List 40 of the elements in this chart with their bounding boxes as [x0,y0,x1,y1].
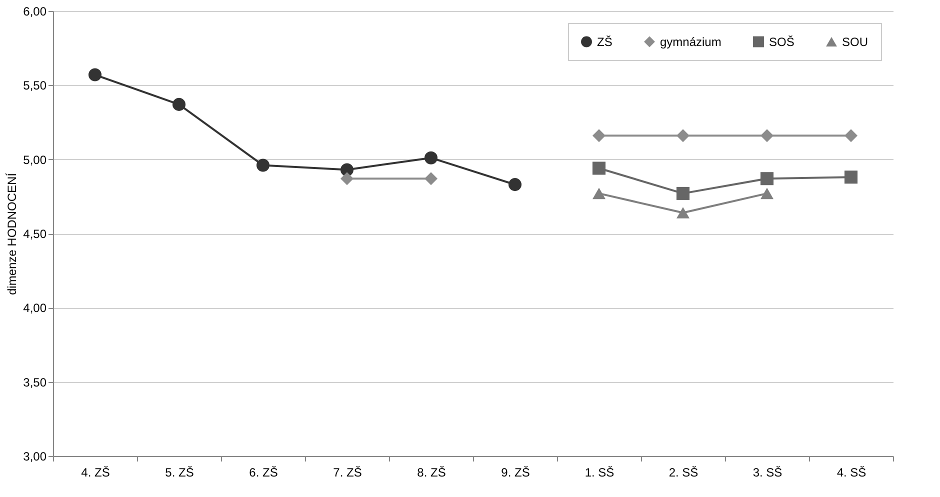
point [676,186,690,200]
y-tick-label: 4,50 [23,227,47,241]
point [340,172,354,186]
y-tick-label: 6,00 [23,4,47,18]
point [760,172,774,186]
point [88,68,102,82]
y-tick-label: 3,00 [23,450,47,464]
point [844,129,858,142]
point [508,178,522,192]
point [760,129,774,142]
y-tick-label: 5,00 [23,152,47,167]
x-tick-label: 3. SŠ [752,466,782,480]
x-tick-label: 2. SŠ [668,466,698,480]
point [760,188,774,200]
point [256,158,270,172]
x-tick-label: 4. SŠ [836,466,866,480]
y-tick-label: 4,00 [23,301,47,316]
y-tick-label: 3,50 [23,375,47,390]
x-tick-label: 9. ZŠ [501,466,530,480]
y-tick-label: 5,50 [23,78,47,93]
point [424,172,438,186]
point [424,151,438,164]
legend-label: gymnázium [660,34,722,49]
x-tick-label: 8. ZŠ [417,466,446,480]
point [592,129,606,142]
y-axis-title: dimenze HODNOCENÍ [5,172,20,296]
x-tick-label: 1. SŠ [584,466,614,480]
point [844,170,858,184]
x-tick-label: 4. ZŠ [81,466,110,480]
legend-label: SOŠ [769,34,794,49]
point [592,188,606,200]
x-tick-label: 7. ZŠ [333,466,362,480]
point [676,129,690,142]
x-tick-label: 6. ZŠ [249,466,278,480]
point [676,207,690,218]
legend-label: SOU [842,34,868,49]
point [592,162,606,175]
point [172,98,186,111]
legend-label: ZŠ [597,34,612,49]
x-tick-label: 5. ZŠ [165,466,194,480]
